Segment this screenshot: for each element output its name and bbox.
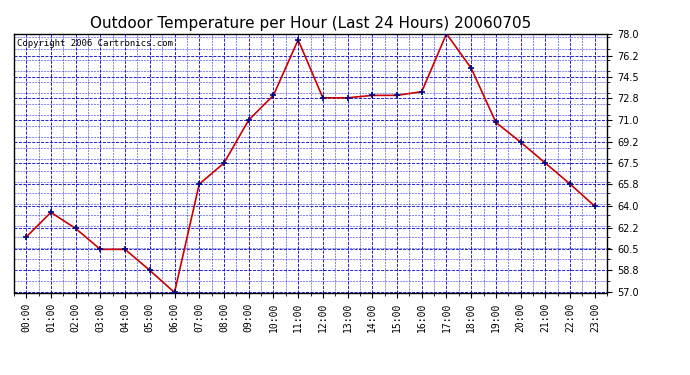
- Title: Outdoor Temperature per Hour (Last 24 Hours) 20060705: Outdoor Temperature per Hour (Last 24 Ho…: [90, 16, 531, 31]
- Text: Copyright 2006 Cartronics.com: Copyright 2006 Cartronics.com: [17, 39, 172, 48]
